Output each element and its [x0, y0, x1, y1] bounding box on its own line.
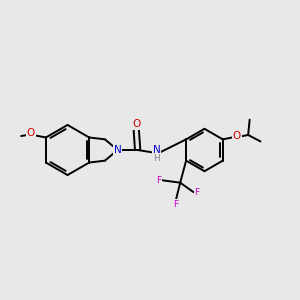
Text: N: N [153, 145, 160, 155]
Text: F: F [157, 176, 162, 185]
Text: F: F [194, 188, 200, 196]
Text: O: O [132, 119, 140, 129]
Text: F: F [173, 200, 178, 209]
Text: O: O [233, 131, 241, 142]
Text: H: H [153, 154, 160, 163]
Text: N: N [114, 145, 122, 155]
Text: O: O [26, 128, 35, 138]
